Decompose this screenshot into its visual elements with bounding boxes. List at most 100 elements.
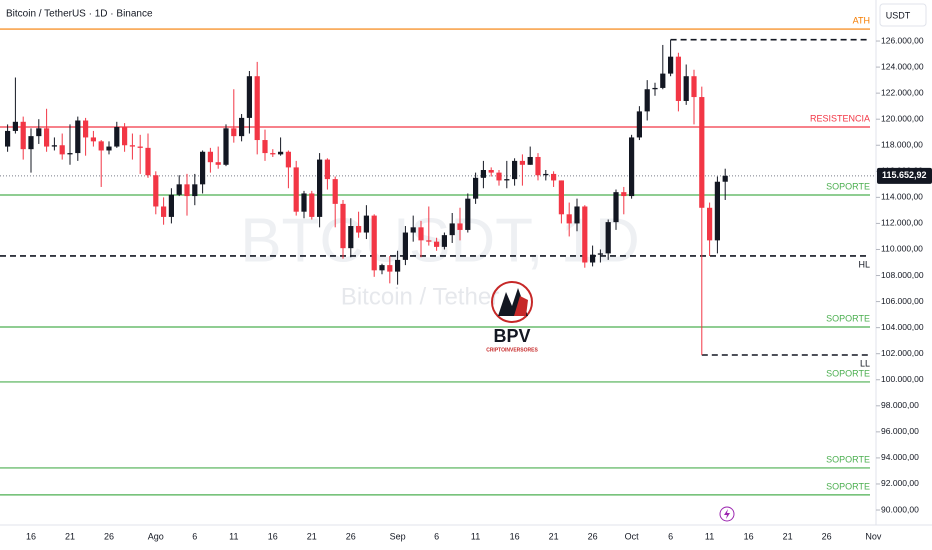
candle-body bbox=[278, 151, 284, 155]
y-tick-label: 102.000,00 bbox=[881, 348, 924, 358]
candle-body bbox=[621, 192, 627, 197]
y-tick-label: 96.000,00 bbox=[881, 426, 919, 436]
x-tick-label: 6 bbox=[668, 531, 673, 541]
candle-body bbox=[558, 180, 564, 215]
x-tick-label: 6 bbox=[434, 531, 439, 541]
candle-body bbox=[519, 160, 525, 165]
candle-body bbox=[161, 206, 167, 217]
candle-body bbox=[363, 215, 369, 233]
x-tick-label: 11 bbox=[705, 531, 714, 541]
candle-body bbox=[636, 111, 642, 138]
candle-body bbox=[597, 253, 603, 255]
candle-body bbox=[51, 145, 57, 147]
x-tick-label: 26 bbox=[104, 531, 114, 541]
candle-body bbox=[75, 120, 81, 154]
candle-body bbox=[410, 227, 416, 233]
candle-body bbox=[379, 265, 385, 271]
x-tick-label: 21 bbox=[549, 531, 559, 541]
x-tick-label: 26 bbox=[822, 531, 832, 541]
y-tick-label: 106.000,00 bbox=[881, 296, 924, 306]
x-tick-label: 11 bbox=[471, 531, 480, 541]
x-tick-label: 26 bbox=[588, 531, 598, 541]
candle-body bbox=[332, 179, 338, 204]
candle-body bbox=[270, 153, 276, 155]
candle-body bbox=[629, 137, 635, 197]
candle-body bbox=[402, 232, 408, 260]
level-label: SOPORTE bbox=[826, 454, 870, 464]
candle-body bbox=[340, 203, 346, 249]
x-tick-label: 16 bbox=[510, 531, 520, 541]
candle-body bbox=[317, 159, 323, 217]
candle-body bbox=[176, 184, 182, 195]
y-tick-label: 112.000,00 bbox=[881, 218, 923, 228]
candle-body bbox=[114, 127, 120, 147]
candle-body bbox=[254, 76, 260, 141]
candle-body bbox=[387, 265, 393, 272]
candle-body bbox=[83, 120, 89, 138]
candle-body bbox=[36, 128, 42, 137]
y-tick-label: 126.000,00 bbox=[881, 35, 924, 45]
candle-body bbox=[504, 179, 510, 181]
candle-body bbox=[441, 235, 447, 247]
candle-body bbox=[371, 215, 377, 271]
currency-button[interactable] bbox=[879, 3, 927, 27]
level-label: LL bbox=[860, 358, 870, 368]
x-tick-label: 6 bbox=[192, 531, 197, 541]
currency[interactable]: USDT bbox=[886, 10, 911, 20]
x-tick-label: 16 bbox=[744, 531, 754, 541]
candle-body bbox=[699, 97, 705, 208]
logo-name: BPV bbox=[493, 326, 530, 346]
candle-body bbox=[582, 206, 588, 263]
x-tick-label: Nov bbox=[865, 531, 882, 541]
candle-body bbox=[574, 206, 580, 224]
candle-body bbox=[207, 151, 213, 163]
candle-body bbox=[512, 160, 518, 180]
candle-body bbox=[644, 89, 650, 112]
y-tick-label: 118.000,00 bbox=[881, 140, 923, 150]
candle-body bbox=[480, 170, 486, 178]
candle-body bbox=[356, 226, 362, 233]
y-tick-label: 100.000,00 bbox=[881, 374, 924, 384]
logo-ring bbox=[491, 281, 533, 323]
y-tick-label: 120.000,00 bbox=[881, 113, 924, 123]
candle-body bbox=[168, 194, 174, 217]
candle-body bbox=[543, 173, 549, 176]
candle-body bbox=[605, 222, 611, 254]
last-price-label: 115.652,92 bbox=[882, 170, 927, 180]
y-tick-label: 98.000,00 bbox=[881, 400, 919, 410]
candle-body bbox=[465, 198, 471, 230]
candle-body bbox=[301, 193, 307, 212]
candle-body bbox=[426, 240, 432, 242]
candle-body bbox=[293, 167, 299, 212]
logo: BPV CRIPTOINVERSORES bbox=[0, 28, 876, 496]
x-tick-label: 16 bbox=[268, 531, 278, 541]
candle-body bbox=[434, 241, 440, 247]
candle-body bbox=[473, 177, 479, 199]
y-tick-label: 94.000,00 bbox=[881, 452, 919, 462]
candle-body bbox=[20, 121, 26, 150]
candle-body bbox=[98, 141, 104, 151]
candle-body bbox=[675, 56, 681, 101]
candle-body bbox=[683, 76, 689, 101]
candle-body bbox=[106, 146, 112, 151]
level-label: SOPORTE bbox=[826, 368, 870, 378]
candle-body bbox=[527, 156, 533, 165]
candle-body bbox=[59, 145, 65, 155]
candle-body bbox=[145, 147, 151, 176]
candle-body bbox=[122, 127, 128, 146]
level-label: SOPORTE bbox=[826, 313, 870, 323]
level-label: RESISTENCIA bbox=[810, 113, 870, 123]
candle-body bbox=[691, 76, 697, 98]
candle-body bbox=[660, 73, 666, 88]
candle-body bbox=[309, 193, 315, 217]
candle-body bbox=[535, 156, 541, 176]
y-tick-label: 90.000,00 bbox=[881, 504, 919, 514]
level-label: HL bbox=[858, 259, 870, 269]
candle-body bbox=[324, 159, 330, 180]
candle-body bbox=[449, 223, 455, 236]
candle-body bbox=[200, 151, 206, 185]
y-tick-label: 124.000,00 bbox=[881, 61, 924, 71]
y-tick-label: 110.000,00 bbox=[881, 244, 923, 254]
